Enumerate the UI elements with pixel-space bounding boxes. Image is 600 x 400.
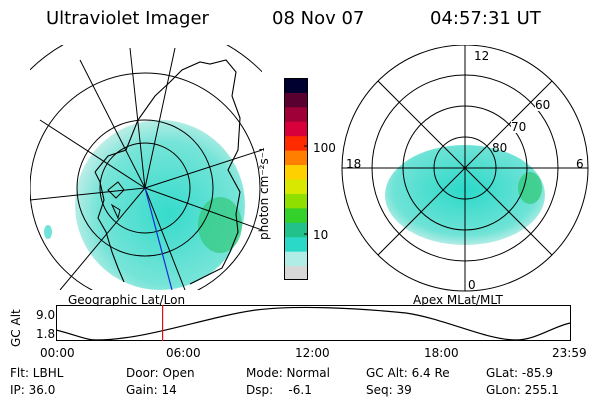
colorbar-segment — [284, 150, 308, 166]
colorbar — [284, 78, 308, 280]
info-mode: Mode: Normal — [246, 366, 330, 380]
island-outlines — [107, 181, 125, 220]
info-ip: IP: 36.0 — [10, 383, 56, 397]
colorbar-segment — [284, 106, 308, 122]
instrument-title: Ultraviolet Imager — [46, 8, 209, 29]
emission-fleck — [44, 225, 52, 239]
orbit-ylabel: GC Alt — [9, 309, 23, 347]
polar-plot — [341, 45, 589, 292]
colorbar-segment — [284, 222, 308, 238]
mlt-lines — [342, 45, 588, 291]
coastline — [94, 59, 241, 285]
polar-emission-hotspot — [518, 172, 542, 204]
latitude-circles — [30, 45, 262, 290]
right-panel-label: Apex MLat/MLT — [413, 293, 503, 307]
altitude-curve — [56, 306, 572, 341]
colorbar-label: photon cm⁻²s⁻¹ — [257, 147, 271, 240]
colorbar-segment — [284, 92, 308, 108]
info-gc-alt: GC Alt: 6.4 Re — [366, 366, 450, 380]
info-glon: GLon: 255.1 — [486, 383, 559, 397]
orbit-xtick-2359: 23:59 — [552, 346, 587, 360]
mlt-label-12: 12 — [474, 49, 490, 63]
orbit-ytick-high: 9.0 — [36, 308, 56, 322]
info-door: Door: Open — [126, 366, 195, 380]
colorbar-segment — [284, 251, 308, 267]
time-label: 04:57:31 UT — [430, 8, 541, 29]
colorbar-segment — [284, 135, 308, 151]
mlt-label-18: 18 — [346, 157, 362, 171]
mlat-label-80: 80 — [492, 141, 508, 155]
colorbar-segment — [284, 78, 308, 93]
orbit-altitude-plot — [56, 305, 572, 341]
date-label: 08 Nov 07 — [272, 8, 365, 29]
colorbar-segment — [284, 164, 308, 180]
info-glat: GLat: -85.9 — [486, 366, 553, 380]
colorbar-segment — [284, 236, 308, 252]
orbit-xtick-0000: 00:00 — [40, 346, 75, 360]
orbit-xtick-1800: 18:00 — [424, 346, 459, 360]
info-gain: Gain: 14 — [126, 383, 177, 397]
colorbar-segment — [284, 265, 308, 280]
geographic-map — [30, 45, 262, 290]
longitude-lines — [30, 47, 262, 290]
orbit-ground-track — [144, 187, 173, 290]
left-panel-label: Geographic Lat/Lon — [68, 293, 186, 307]
colorbar-segment — [284, 207, 308, 223]
orbit-xtick-0600: 06:00 — [166, 346, 201, 360]
mlat-label-60: 60 — [535, 98, 551, 112]
mlt-label-6: 6 — [576, 157, 584, 171]
mlat-label-70: 70 — [511, 120, 527, 134]
orbit-ytick-low: 1.8 — [36, 327, 56, 341]
colorbar-tick-10: 10 — [313, 228, 329, 242]
info-dsp: Dsp: -6.1 — [246, 383, 312, 397]
info-flt: Flt: LBHL — [10, 366, 64, 380]
emission-hotspot — [198, 197, 242, 253]
emission-region — [75, 120, 245, 290]
colorbar-segment — [284, 121, 308, 137]
mlt-label-0: 0 — [468, 278, 476, 292]
colorbar-segment — [284, 179, 308, 194]
colorbar-segment — [284, 193, 308, 209]
colorbar-tick-100: 100 — [313, 141, 336, 155]
orbit-xtick-1200: 12:00 — [295, 346, 330, 360]
info-seq: Seq: 39 — [366, 383, 412, 397]
